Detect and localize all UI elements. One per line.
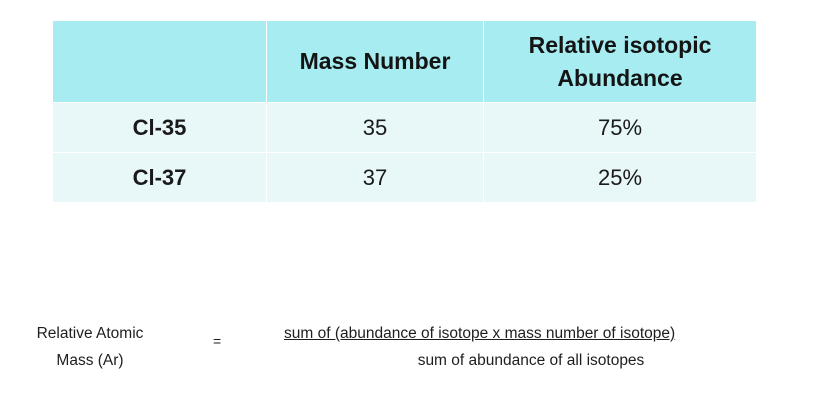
header-abundance-line1: Relative isotopic xyxy=(528,31,712,58)
formula-lhs: Relative Atomic Mass (Ar) xyxy=(28,320,152,374)
header-mass-number: Mass Number xyxy=(266,20,484,103)
abundance-value: 25% xyxy=(483,152,757,203)
formula-numerator: sum of (abundance of isotope x mass numb… xyxy=(284,325,676,342)
formula-lhs-line2: Mass (Ar) xyxy=(56,352,124,369)
equals-sign: = xyxy=(213,333,222,349)
isotope-name: Cl-35 xyxy=(52,102,267,153)
mass-number-value: 37 xyxy=(266,152,484,203)
formula-denominator: sum of abundance of all isotopes xyxy=(417,352,645,369)
abundance-value: 75% xyxy=(483,102,757,153)
formula-lhs-line1: Relative Atomic xyxy=(36,325,144,342)
header-empty-cell xyxy=(52,20,267,103)
table-row: Cl-37 37 25% xyxy=(52,152,757,203)
mass-number-value: 35 xyxy=(266,102,484,153)
header-relative-abundance: Relative isotopic Abundance xyxy=(483,20,757,103)
relative-atomic-mass-formula: Relative Atomic Mass (Ar) = sum of (abun… xyxy=(0,320,825,380)
header-abundance-line2: Abundance xyxy=(557,64,683,91)
table-header-row: Mass Number Relative isotopic Abundance xyxy=(52,20,757,103)
table-row: Cl-35 35 75% xyxy=(52,102,757,153)
isotope-table: Mass Number Relative isotopic Abundance … xyxy=(52,20,757,203)
isotope-name: Cl-37 xyxy=(52,152,267,203)
